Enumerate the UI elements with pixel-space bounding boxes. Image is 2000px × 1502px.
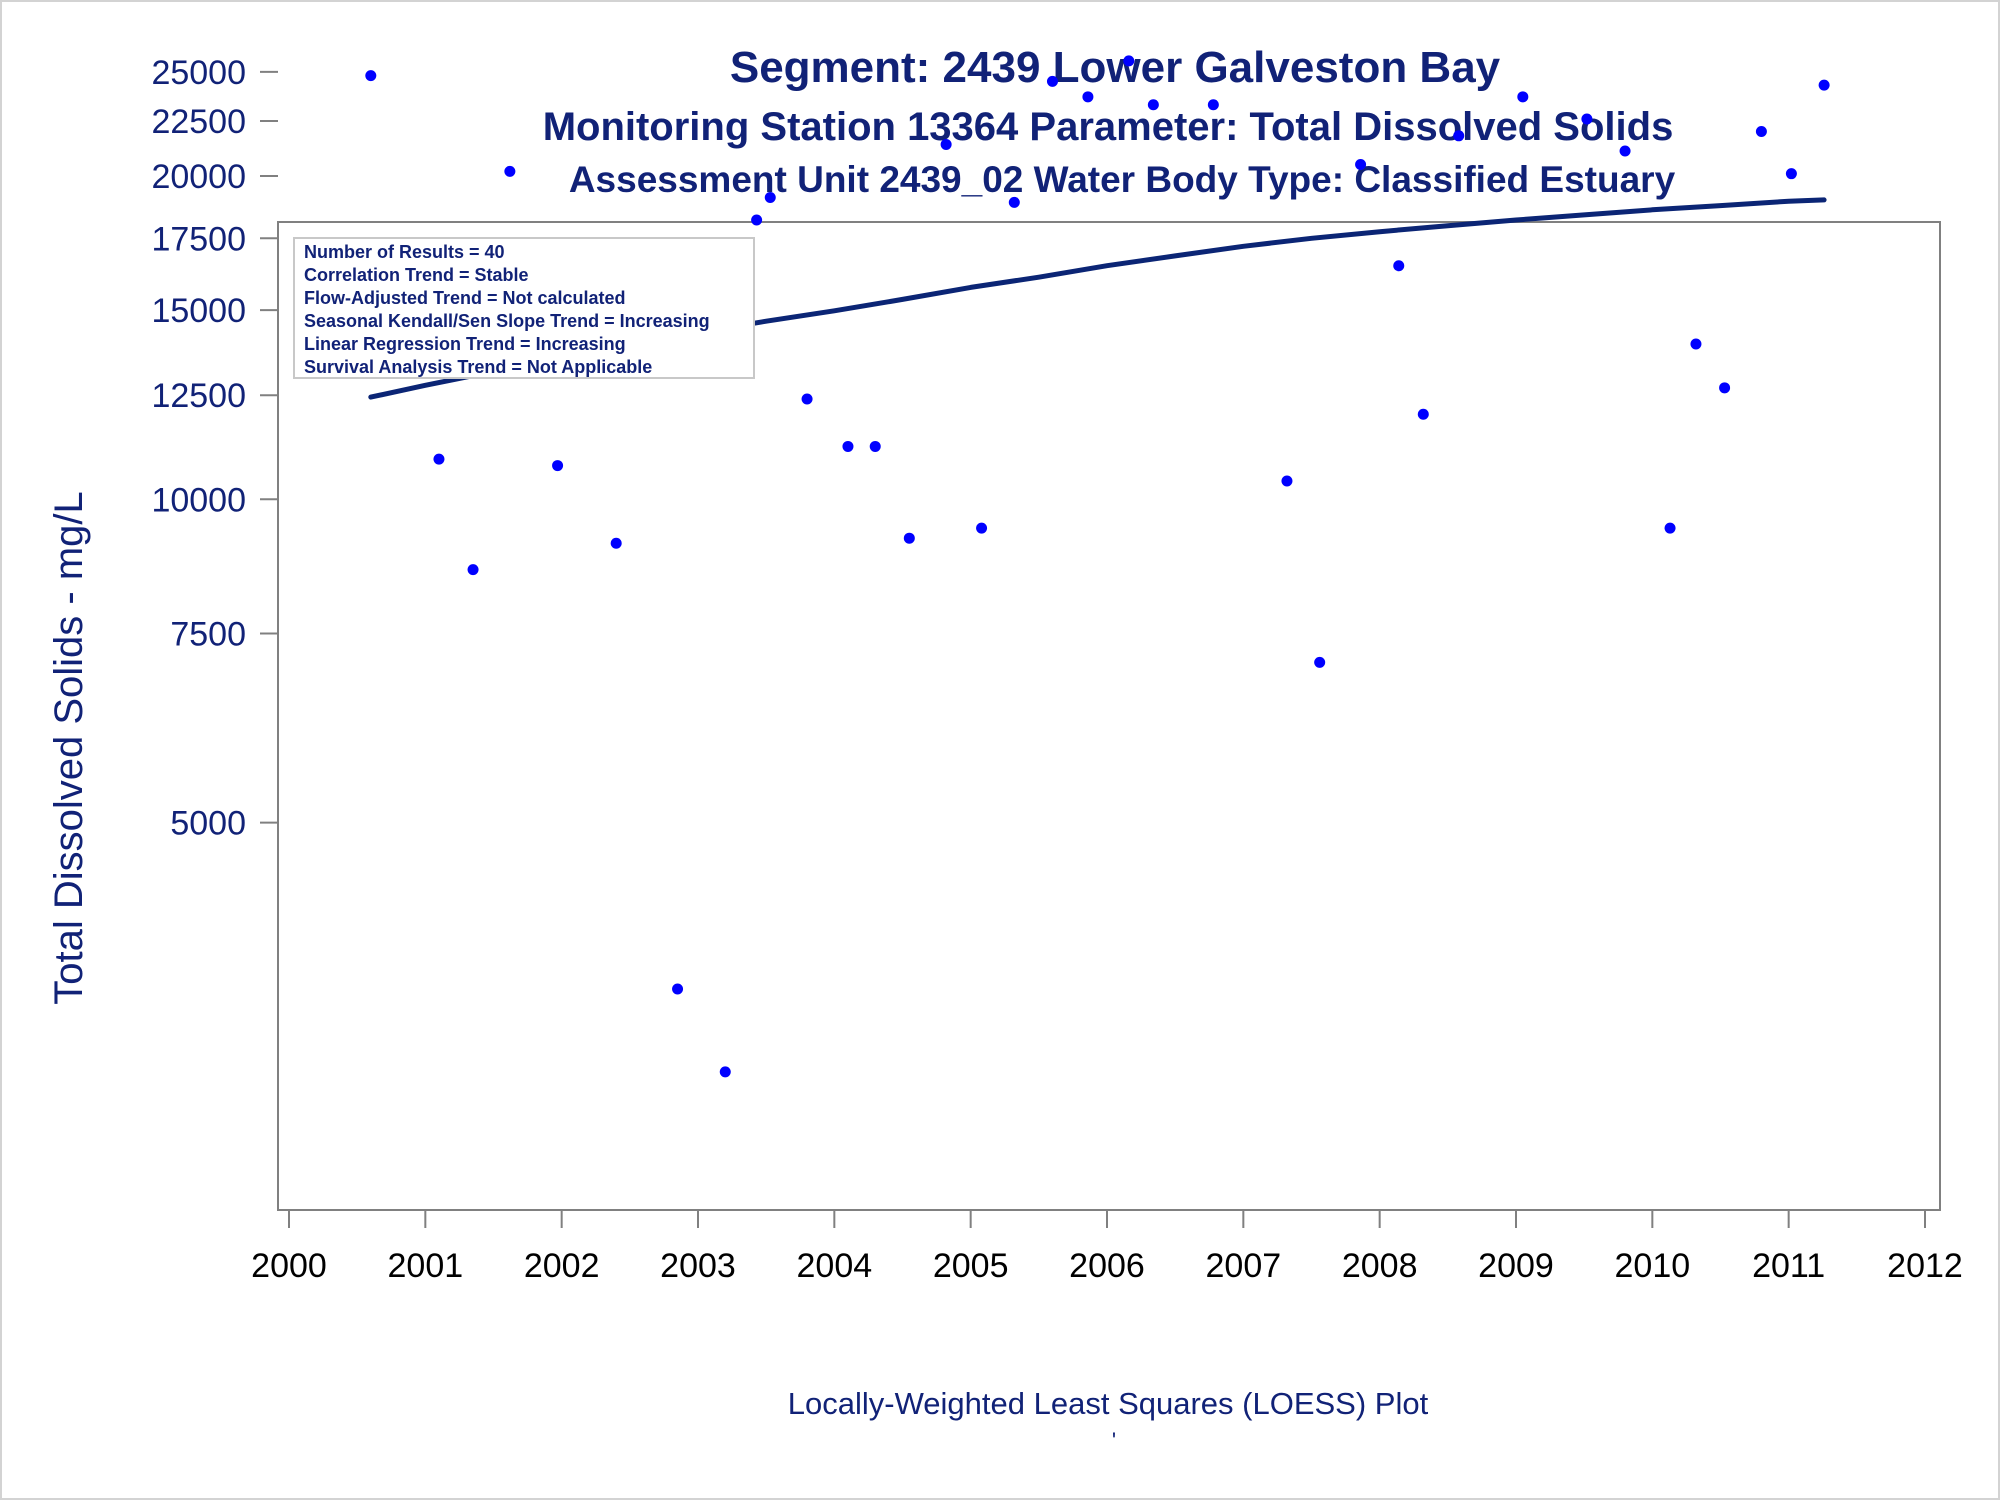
data-point-28	[1355, 158, 1367, 170]
data-point-6	[552, 460, 564, 472]
data-point-25	[1207, 99, 1219, 111]
y-tick-label-5000: 5000	[170, 805, 246, 843]
stats-line-flow-adjusted: Flow-Adjusted Trend = Not calculated	[304, 288, 626, 308]
stats-legend-box: Number of Results = 40 Correlation Trend…	[293, 237, 755, 379]
data-point-12	[751, 214, 763, 226]
data-point-29	[1393, 260, 1405, 272]
data-point-18	[940, 138, 952, 150]
y-tick-label-17500: 17500	[151, 220, 246, 258]
x-tick-label-2003: 2003	[660, 1247, 736, 1285]
data-point-17	[903, 532, 915, 544]
data-point-3	[433, 453, 445, 465]
data-point-22	[1082, 91, 1094, 103]
data-point-11	[719, 1066, 731, 1078]
data-point-26	[1281, 475, 1293, 487]
data-point-36	[1690, 338, 1702, 350]
stats-line-results: Number of Results = 40	[304, 242, 505, 262]
y-tick-label-20000: 20000	[151, 158, 246, 196]
stats-line-correlation: Correlation Trend = Stable	[304, 265, 529, 285]
data-point-30	[1417, 408, 1429, 420]
x-tick-label-2002: 2002	[524, 1247, 600, 1285]
data-point-39	[1785, 168, 1797, 180]
chart-title: Segment: 2439 Lower Galveston Bay	[730, 43, 1501, 92]
data-point-5	[504, 165, 516, 177]
y-tick-label-10000: 10000	[151, 481, 246, 519]
x-tick-label-2011: 2011	[1752, 1247, 1825, 1285]
data-point-40	[1818, 79, 1830, 91]
data-point-24	[1147, 99, 1159, 111]
stats-line-seasonal-kendall: Seasonal Kendall/Sen Slope Trend = Incre…	[304, 311, 710, 331]
data-point-16	[869, 440, 881, 452]
x-tick-label-2007: 2007	[1206, 1247, 1282, 1285]
chart-subtitle-2: Assessment Unit 2439_02 Water Body Type:…	[569, 159, 1676, 200]
data-point-27	[1314, 656, 1326, 668]
data-point-21	[1046, 75, 1058, 87]
x-axis: 2000 2001 2002 2003 2004 2005 2006 2007 2008 2009…	[251, 1209, 1963, 1285]
data-point-8	[610, 537, 622, 549]
footnote-mark: '	[1112, 1428, 1116, 1453]
data-point-13	[764, 191, 776, 203]
data-point-20	[1008, 196, 1020, 208]
data-point-1	[365, 70, 377, 82]
x-tick-label-2004: 2004	[797, 1247, 873, 1285]
stats-legend-frame	[293, 237, 755, 379]
y-tick-label-25000: 25000	[151, 54, 246, 92]
x-tick-label-2005: 2005	[933, 1247, 1009, 1285]
data-point-33	[1581, 113, 1593, 125]
data-point-23	[1123, 55, 1135, 67]
data-point-37	[1719, 382, 1731, 394]
data-point-14	[801, 393, 813, 405]
data-point-32	[1517, 91, 1529, 103]
data-points	[365, 55, 1830, 1078]
data-point-19	[976, 522, 988, 534]
chart-subtitle: Monitoring Station 13364 Parameter: Tota…	[543, 105, 1674, 149]
y-tick-label-15000: 15000	[151, 292, 246, 330]
data-point-34	[1619, 145, 1631, 157]
stats-line-survival: Survival Analysis Trend = Not Applicable	[304, 357, 652, 377]
y-tick-label-22500: 22500	[151, 103, 246, 141]
x-tick-label-2000: 2000	[251, 1247, 327, 1285]
data-point-38	[1755, 126, 1767, 138]
x-tick-label-2001: 2001	[388, 1247, 464, 1285]
y-axis: 5000 7500 10000 12500 15000 17500 20000 22500 25…	[151, 54, 278, 843]
data-point-15	[842, 440, 854, 452]
x-tick-label-2006: 2006	[1069, 1247, 1145, 1285]
x-tick-label-2008: 2008	[1342, 1247, 1418, 1285]
y-axis-label: Total Dissolved Solids - mg/L	[47, 491, 91, 1005]
data-point-10	[672, 983, 684, 995]
data-point-4	[467, 564, 479, 576]
x-tick-label-2009: 2009	[1478, 1247, 1554, 1285]
data-point-35	[1664, 522, 1676, 534]
y-tick-label-12500: 12500	[151, 377, 246, 415]
chart-footnote: Locally-Weighted Least Squares (LOESS) P…	[788, 1386, 1429, 1421]
stats-line-linear-regression: Linear Regression Trend = Increasing	[304, 334, 626, 354]
x-tick-label-2010: 2010	[1615, 1247, 1691, 1285]
x-tick-label-2012: 2012	[1887, 1247, 1963, 1285]
data-point-31	[1453, 130, 1465, 142]
y-tick-label-7500: 7500	[170, 615, 246, 653]
